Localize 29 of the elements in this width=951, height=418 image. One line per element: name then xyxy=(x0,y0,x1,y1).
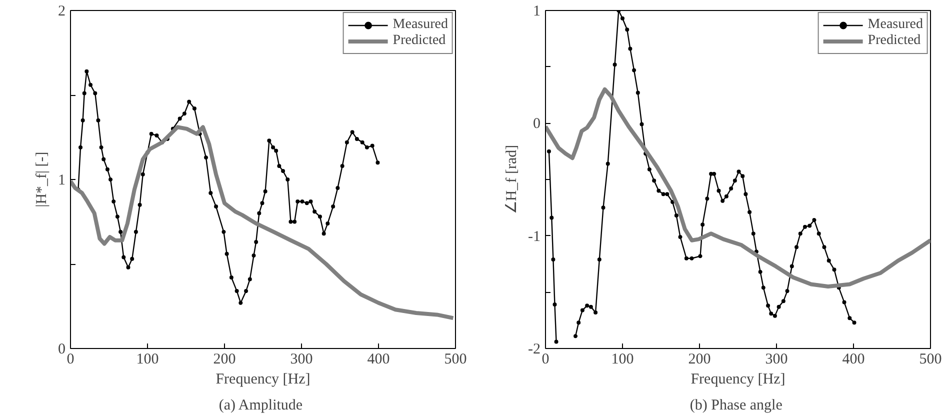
x-tick-label: 200 xyxy=(688,352,711,368)
x-tick-label: 100 xyxy=(136,352,159,368)
y-tick-label: 0 xyxy=(58,342,66,358)
legend-label: Predicted xyxy=(868,33,921,49)
x-axis-title: Frequency [Hz] xyxy=(690,372,786,388)
y-tick-label: 2 xyxy=(58,4,66,20)
y-tick-label: 0 xyxy=(533,116,540,132)
x-tick-label: 200 xyxy=(213,352,236,368)
line-series xyxy=(546,87,930,289)
y-tick-label: -1 xyxy=(528,228,541,245)
text: (b) Phase angle xyxy=(690,398,783,414)
legend-label: Measured xyxy=(868,17,923,33)
x-tick-label: 100 xyxy=(611,352,634,368)
y-tick-label: -2 xyxy=(528,342,541,358)
x-tick-label: 500 xyxy=(444,352,467,368)
text: (a) Amplitude xyxy=(218,398,303,414)
legend-label: Predicted xyxy=(392,33,446,49)
legend-label: Measured xyxy=(392,17,448,33)
y-tick-label: 1 xyxy=(58,172,66,188)
x-axis-title: Frequency [Hz] xyxy=(216,372,310,388)
y-axis-title: |H*_f| [-] xyxy=(34,152,50,208)
y-axis-title: ∠H_f [rad] xyxy=(504,144,520,214)
x-tick-label: 400 xyxy=(367,352,390,368)
x-tick-label: 300 xyxy=(290,352,313,368)
x-tick-label: 500 xyxy=(919,352,942,368)
x-tick-label: 400 xyxy=(842,352,865,368)
x-tick-label: 300 xyxy=(765,352,788,368)
y-tick-label: 1 xyxy=(533,4,540,20)
line-series xyxy=(70,125,456,320)
